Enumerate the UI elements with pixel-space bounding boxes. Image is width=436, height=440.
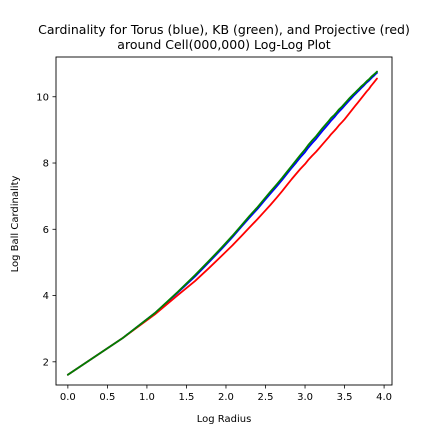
chart-title-line-2: around Cell(000,000) Log-Log Plot bbox=[117, 37, 331, 52]
y-tick-label: 6 bbox=[43, 225, 49, 236]
y-axis-ticks: 2 4 6 8 10 bbox=[36, 92, 56, 368]
x-tick-label: 3.0 bbox=[297, 392, 313, 403]
y-tick-label: 10 bbox=[36, 92, 49, 103]
y-tick-label: 8 bbox=[43, 159, 49, 170]
x-tick-label: 1.0 bbox=[139, 392, 155, 403]
series-line-2 bbox=[66, 77, 378, 376]
series-layer bbox=[66, 70, 378, 376]
x-axis-ticks: 0.0 0.5 1.0 1.5 2.0 2.5 3.0 3.5 4.0 bbox=[60, 385, 392, 403]
x-tick-label: 0.0 bbox=[60, 392, 76, 403]
y-axis-label: Log Ball Cardinality bbox=[10, 176, 21, 273]
x-tick-label: 2.0 bbox=[218, 392, 234, 403]
x-tick-label: 3.5 bbox=[337, 392, 353, 403]
series-line-3 bbox=[66, 70, 378, 376]
x-axis-label: Log Radius bbox=[197, 414, 252, 425]
chart-title-line-1: Cardinality for Torus (blue), KB (green)… bbox=[38, 22, 410, 37]
x-tick-label: 2.5 bbox=[258, 392, 274, 403]
y-tick-label: 4 bbox=[43, 291, 49, 302]
x-tick-label: 4.0 bbox=[376, 392, 392, 403]
x-tick-label: 1.5 bbox=[178, 392, 194, 403]
x-tick-label: 0.5 bbox=[99, 392, 115, 403]
y-tick-label: 2 bbox=[43, 357, 49, 368]
plot-area-frame bbox=[55, 56, 393, 386]
